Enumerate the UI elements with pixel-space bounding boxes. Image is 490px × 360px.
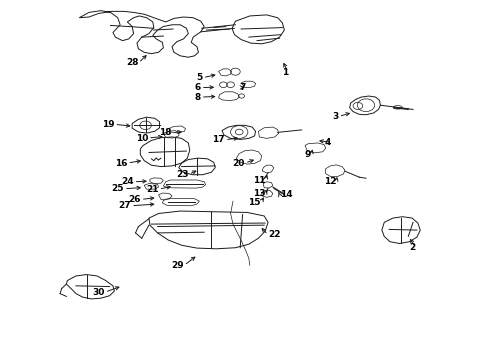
Text: 4: 4 (325, 138, 331, 147)
Text: 30: 30 (93, 288, 105, 297)
Text: 21: 21 (146, 185, 159, 194)
Text: 11: 11 (253, 176, 266, 185)
Text: 14: 14 (280, 190, 292, 199)
Text: 9: 9 (305, 150, 311, 159)
Text: 18: 18 (160, 128, 172, 137)
Text: 10: 10 (136, 134, 148, 143)
Text: 22: 22 (268, 230, 281, 239)
Text: 15: 15 (248, 198, 261, 207)
Text: 25: 25 (112, 184, 124, 193)
Text: 5: 5 (196, 73, 203, 82)
Text: 13: 13 (253, 189, 266, 198)
Text: 6: 6 (195, 83, 201, 92)
Text: 28: 28 (126, 58, 138, 67)
Text: 8: 8 (195, 93, 201, 102)
Text: 3: 3 (332, 112, 339, 121)
Text: 26: 26 (128, 195, 141, 204)
Text: 16: 16 (115, 158, 127, 167)
Text: 12: 12 (324, 177, 336, 186)
Text: 23: 23 (176, 170, 189, 179)
Text: 2: 2 (409, 243, 416, 252)
Text: 24: 24 (121, 177, 134, 186)
Text: 7: 7 (239, 83, 245, 92)
Text: 1: 1 (282, 68, 288, 77)
Text: 17: 17 (212, 135, 225, 144)
Text: 27: 27 (119, 201, 131, 210)
Text: 29: 29 (172, 261, 184, 270)
Text: 20: 20 (233, 158, 245, 167)
Text: 19: 19 (102, 120, 114, 129)
